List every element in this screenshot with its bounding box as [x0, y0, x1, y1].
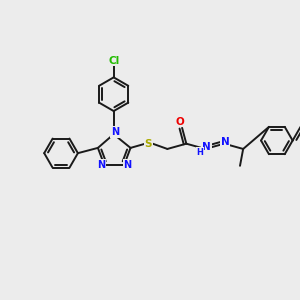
Text: N: N: [123, 160, 131, 170]
Text: O: O: [176, 117, 184, 127]
Text: N: N: [202, 142, 211, 152]
Text: N: N: [97, 160, 105, 170]
Text: N: N: [221, 136, 230, 147]
Text: S: S: [145, 139, 152, 149]
Text: N: N: [111, 127, 119, 137]
Text: Cl: Cl: [108, 56, 119, 65]
Text: H: H: [196, 148, 203, 157]
